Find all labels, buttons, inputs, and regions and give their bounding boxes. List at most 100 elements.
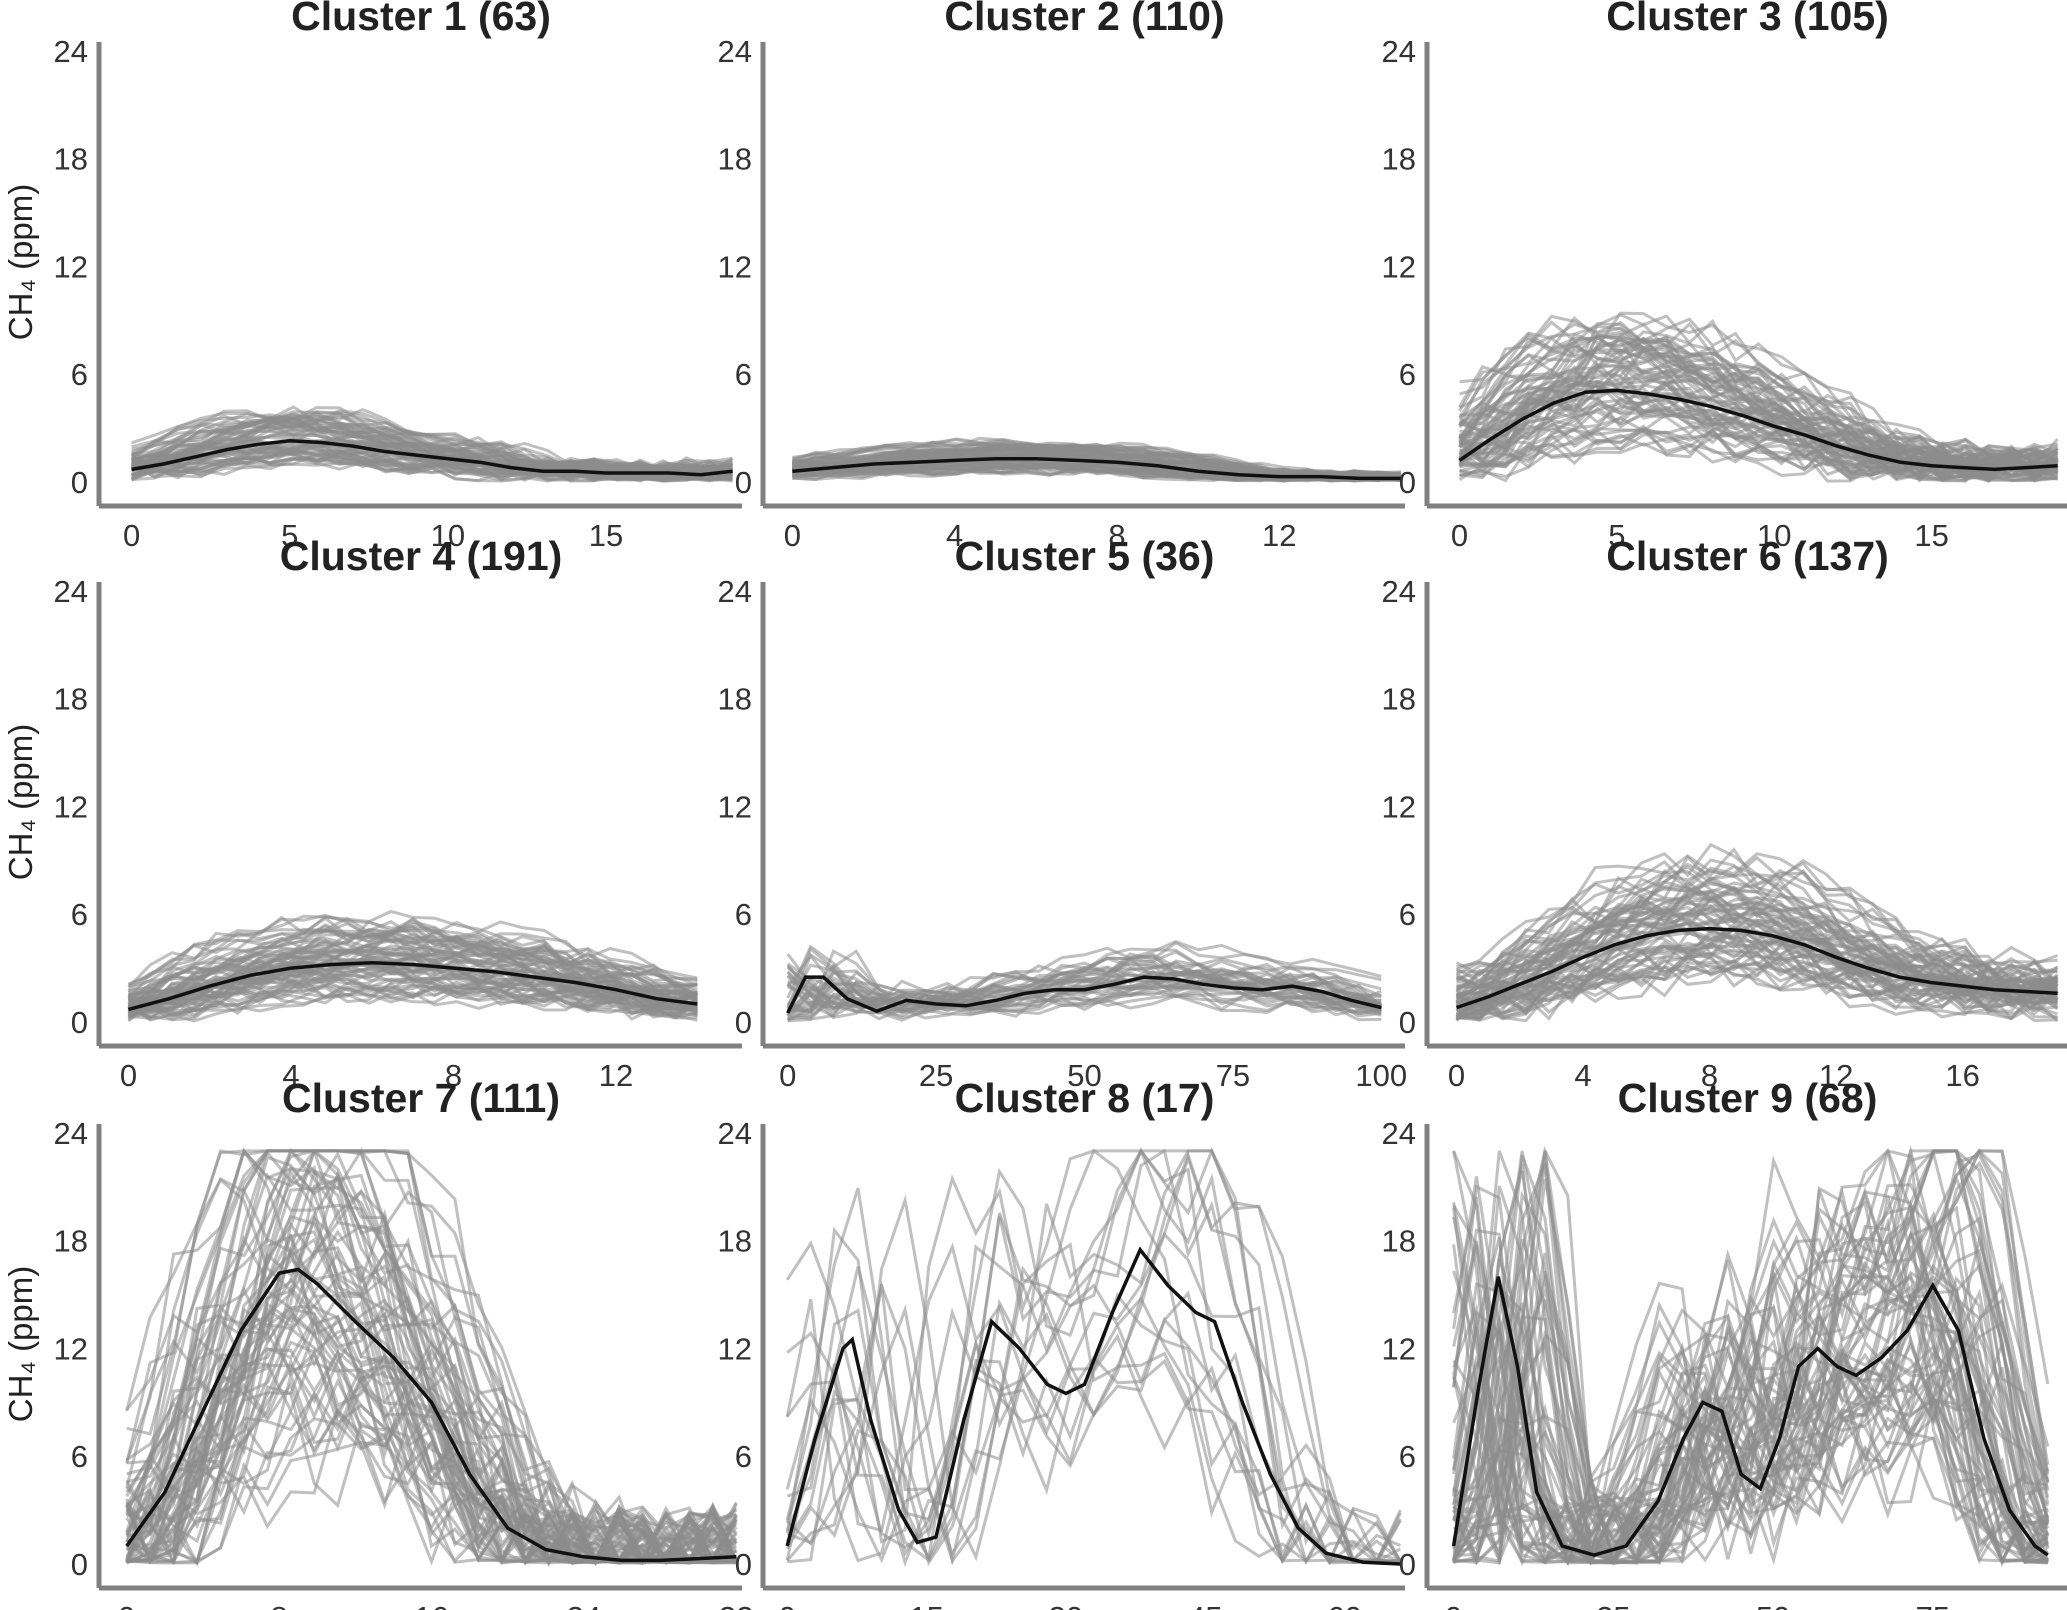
individual-series-line [1458,320,2059,469]
chart-title: Cluster 3 (105) [1606,0,1889,39]
chart-title: Cluster 5 (36) [955,533,1215,579]
y-tick-label: 6 [71,1439,88,1474]
individual-series-line [125,1149,738,1565]
chart-panel-7: Cluster 7 (111) 0 6 12 18 24 0 8 16 24 32 CH₄ (ppm) [2,1075,754,1610]
x-tick-label: 75 [1216,1058,1250,1093]
x-tick-label: 8 [270,1600,287,1610]
x-tick-label: 4 [282,1058,299,1093]
x-tick-label: 0 [784,518,801,553]
y-axis-label: CH₄ (ppm) [2,184,39,340]
individual-series-line [127,939,698,1006]
x-tick-label: 8 [1108,518,1125,553]
individual-series-line [131,410,734,478]
y-tick-label: 18 [54,1224,88,1259]
individual-series-line [1459,398,2059,483]
y-tick-label: 6 [1399,357,1416,392]
y-tick-label: 6 [735,357,752,392]
individual-series-line [786,1149,1402,1562]
individual-series-line [125,1246,738,1564]
y-tick-label: 12 [54,1331,88,1366]
individual-series-line [1458,377,2059,483]
x-tick-label: 25 [1596,1600,1630,1610]
individual-series-line [1452,1244,2050,1563]
y-tick-label: 12 [1382,789,1416,824]
x-tick-label: 0 [1445,1600,1462,1610]
x-tick-label: 75 [1916,1600,1950,1610]
x-tick-label: 25 [919,1058,953,1093]
y-axis-label: CH₄ (ppm) [2,724,39,880]
cluster-mean-line [786,975,1382,1014]
y-tick-label: 0 [71,465,88,500]
x-tick-label: 0 [118,1600,135,1610]
cluster-mean-line [785,1246,1401,1566]
y-tick-label: 24 [1382,34,1416,69]
y-tick-label: 18 [718,142,752,177]
individual-series-line [1458,382,2058,481]
chart-panel-1: Cluster 1 (63) 0 6 12 18 24 0 5 10 15 CH₄ (ppm) [2,0,742,553]
individual-series-line [786,970,1382,1014]
y-tick-label: 12 [718,1331,752,1366]
individual-series-line [787,1231,1401,1566]
individual-series-line [1453,1263,2049,1565]
x-tick-label: 8 [1701,1058,1718,1093]
y-tick-label: 18 [1382,1224,1416,1259]
y-tick-label: 6 [735,1439,752,1474]
y-tick-label: 6 [735,897,752,932]
y-tick-label: 0 [1399,465,1416,500]
x-tick-label: 4 [1574,1058,1591,1093]
y-tick-label: 18 [54,142,88,177]
y-tick-label: 24 [1382,574,1416,609]
x-tick-label: 0 [1448,1058,1465,1093]
individual-series-line [1459,412,2058,483]
individual-series-line [131,445,733,483]
y-tick-label: 6 [71,357,88,392]
chart-title: Cluster 8 (17) [955,1075,1215,1121]
x-tick-label: 5 [1608,518,1625,553]
y-tick-label: 24 [718,1116,752,1151]
chart-panel-2: Cluster 2 (110) 0 6 12 18 24 0 4 8 12 [718,0,1405,553]
individual-series-line [786,944,1383,1007]
individual-series-line [125,1372,738,1566]
x-tick-label: 12 [1262,518,1296,553]
x-tick-label: 16 [414,1600,448,1610]
y-tick-label: 18 [54,682,88,717]
individual-series-line [1452,1149,2050,1566]
y-tick-label: 18 [1382,142,1416,177]
individual-series-line [1459,396,2058,481]
individual-series-line [1459,321,2059,474]
x-tick-label: 15 [1914,518,1948,553]
chart-title: Cluster 7 (111) [282,1075,560,1121]
y-tick-label: 12 [718,249,752,284]
individual-series-line [786,1150,1402,1563]
x-tick-label: 50 [1756,1600,1790,1610]
individual-series-line [127,927,698,1002]
y-tick-label: 24 [54,1116,88,1151]
individual-series-line [1455,954,2059,1021]
chart-panel-5: Cluster 5 (36) 0 6 12 18 24 0 25 50 75 100 [718,533,1408,1093]
y-tick-label: 12 [1382,1331,1416,1366]
chart-title: Cluster 9 (68) [1618,1075,1878,1121]
individual-series-line [1452,1196,2049,1565]
chart-title: Cluster 6 (137) [1606,533,1889,579]
y-tick-label: 0 [71,1547,88,1582]
x-tick-label: 0 [120,1058,137,1093]
y-tick-label: 0 [1399,1005,1416,1040]
chart-title: Cluster 1 (63) [291,0,551,39]
y-tick-label: 6 [1399,897,1416,932]
chart-title: Cluster 2 (110) [944,0,1224,39]
y-tick-label: 18 [1382,682,1416,717]
x-tick-label: 5 [281,518,298,553]
y-tick-label: 24 [718,34,752,69]
x-tick-label: 0 [779,1600,796,1610]
x-tick-label: 12 [599,1058,633,1093]
x-tick-label: 30 [1049,1600,1083,1610]
cluster-mean-line [1455,926,2058,1010]
individual-series-line [1459,343,2059,477]
individual-series-line [1452,1324,2049,1564]
individual-series-line [125,1276,738,1565]
chart-panel-6: Cluster 6 (137) 0 6 12 18 24 0 4 8 12 16 [1382,533,2067,1093]
y-axis-label: CH₄ (ppm) [2,1266,39,1422]
individual-series-line [786,957,1382,1009]
cluster-mean-line [1451,1276,2049,1557]
cluster-mean-line [125,1267,737,1563]
